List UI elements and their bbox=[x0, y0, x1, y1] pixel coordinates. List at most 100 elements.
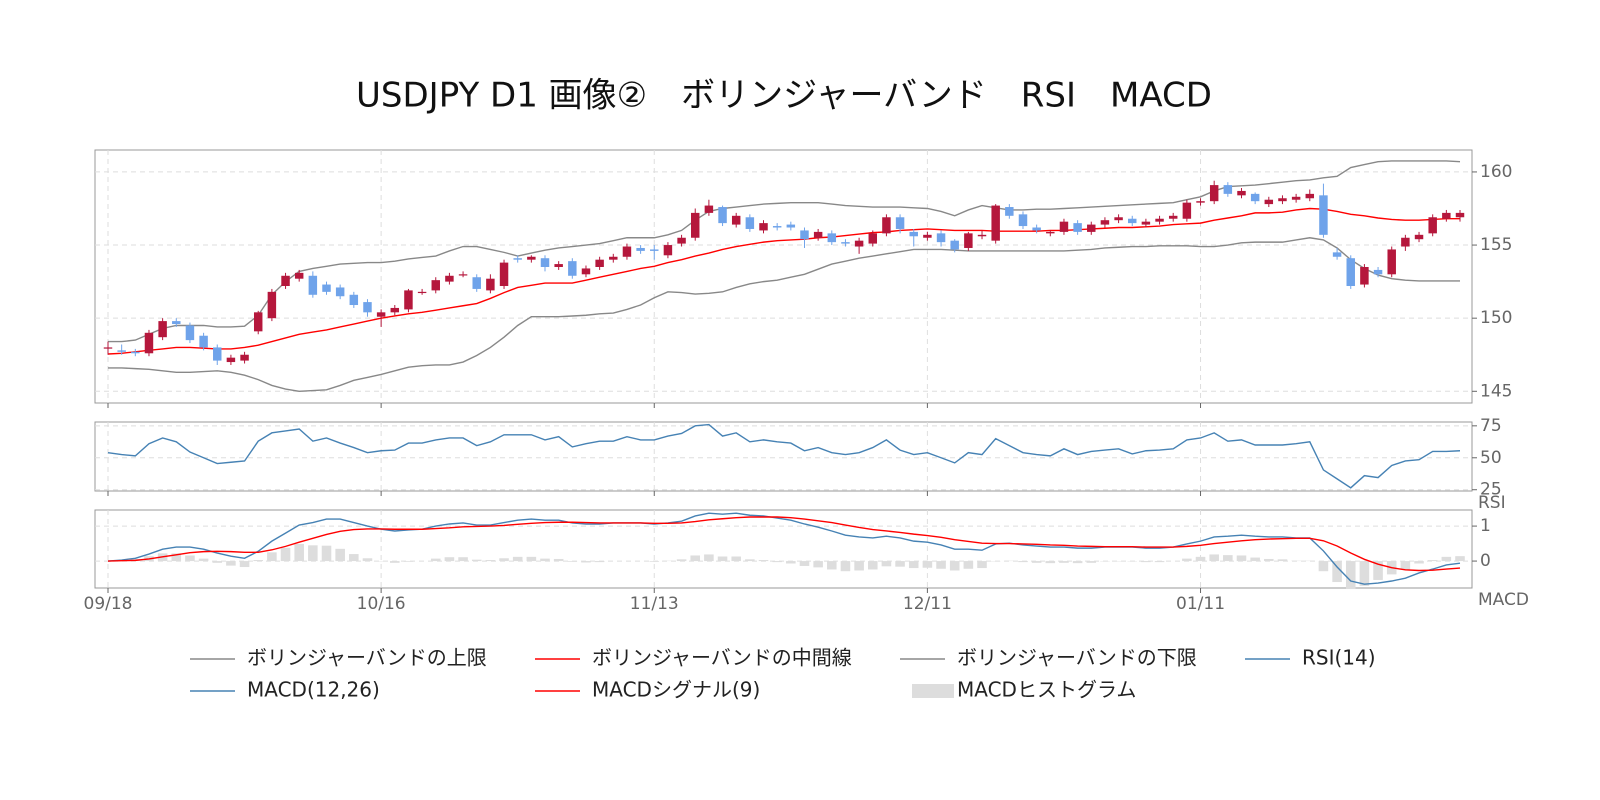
histogram-bar bbox=[731, 556, 741, 562]
candle-body bbox=[308, 275, 318, 295]
candle-body bbox=[417, 291, 427, 294]
candle-body bbox=[1387, 249, 1396, 275]
candle-body bbox=[103, 347, 113, 349]
histogram-bar bbox=[867, 561, 878, 570]
histogram-bar bbox=[1427, 560, 1438, 562]
histogram-bar bbox=[717, 556, 728, 562]
candle-body bbox=[499, 262, 509, 287]
y-tick-label: 160 bbox=[1480, 162, 1512, 182]
candle-body bbox=[527, 256, 536, 260]
candle-body bbox=[1414, 234, 1424, 240]
x-tick-label: 12/11 bbox=[903, 594, 952, 614]
candle-body bbox=[1291, 196, 1301, 200]
y-tick-label: 0 bbox=[1480, 551, 1491, 571]
candle-body bbox=[1264, 199, 1274, 205]
candle-body bbox=[868, 233, 878, 244]
histogram-bar bbox=[1018, 561, 1028, 563]
candle-body bbox=[1332, 252, 1342, 257]
candle-body bbox=[131, 351, 140, 354]
histogram-bar bbox=[1072, 561, 1083, 564]
x-tick-label: 11/13 bbox=[630, 594, 679, 614]
histogram-bar bbox=[485, 560, 496, 562]
histogram-bar bbox=[1154, 561, 1165, 563]
candle-body bbox=[267, 291, 277, 319]
candle-body bbox=[1442, 212, 1451, 219]
candle-body bbox=[349, 294, 359, 306]
candle-body bbox=[663, 245, 673, 256]
series-line bbox=[108, 160, 1461, 343]
candle-body bbox=[718, 207, 727, 224]
series-line bbox=[107, 207, 1460, 355]
histogram-bar bbox=[1195, 556, 1206, 562]
histogram-bar bbox=[267, 552, 277, 562]
candle-body bbox=[322, 284, 331, 292]
candle-body bbox=[445, 275, 454, 282]
histogram-bar bbox=[212, 561, 223, 563]
candle-body bbox=[827, 233, 837, 243]
histogram-bar bbox=[1373, 561, 1383, 580]
histogram-bar bbox=[881, 561, 892, 567]
histogram-bar bbox=[758, 560, 769, 562]
candle-body bbox=[472, 277, 481, 289]
histogram-bar bbox=[403, 561, 414, 562]
histogram-bar bbox=[1209, 554, 1219, 562]
candle-body bbox=[1250, 193, 1260, 202]
candle-body bbox=[1401, 237, 1410, 247]
candle-body bbox=[458, 274, 468, 276]
candle-body bbox=[335, 287, 345, 297]
candle-body bbox=[513, 258, 522, 260]
series-line bbox=[107, 423, 1461, 489]
histogram-bar bbox=[1400, 561, 1411, 570]
histogram-bar bbox=[936, 561, 946, 569]
series-line bbox=[108, 237, 1460, 393]
panel-label: MACD bbox=[1478, 590, 1529, 610]
panel-label: RSI bbox=[1478, 493, 1506, 513]
candle-body bbox=[1073, 223, 1082, 232]
histogram-bar bbox=[499, 558, 509, 562]
histogram-bar bbox=[253, 560, 264, 562]
histogram-bar bbox=[1414, 561, 1424, 564]
candle-body bbox=[786, 224, 796, 228]
candle-body bbox=[854, 240, 864, 247]
legend-label: ボリンジャーバンドの下限 bbox=[957, 646, 1197, 670]
histogram-bar bbox=[390, 561, 400, 563]
legend-label: MACDヒストグラム bbox=[957, 678, 1136, 702]
histogram-bar bbox=[1182, 558, 1192, 562]
histogram-bar bbox=[1223, 555, 1233, 562]
y-tick-label: 50 bbox=[1480, 448, 1502, 468]
histogram-bar bbox=[799, 561, 810, 566]
candle-body bbox=[1305, 193, 1315, 199]
candle-body bbox=[609, 256, 618, 260]
histogram-bar bbox=[1455, 556, 1465, 562]
legend-label: RSI(14) bbox=[1302, 646, 1376, 670]
histogram-bar bbox=[171, 553, 182, 562]
candle-body bbox=[977, 234, 987, 237]
candle-body bbox=[759, 223, 768, 231]
histogram-bar bbox=[594, 561, 605, 563]
histogram-bar bbox=[949, 561, 960, 571]
candle-body bbox=[1196, 201, 1205, 203]
histogram-bar bbox=[1345, 561, 1356, 590]
histogram-bar bbox=[690, 555, 701, 562]
histogram-bar bbox=[458, 557, 468, 562]
histogram-bar bbox=[553, 558, 564, 562]
candle-body bbox=[813, 231, 823, 238]
plot-frame bbox=[94, 149, 1473, 404]
candle-body bbox=[677, 237, 686, 244]
candle-body bbox=[923, 234, 932, 238]
histogram-bar bbox=[362, 558, 373, 562]
candle-body bbox=[390, 307, 400, 313]
histogram-bar bbox=[1250, 557, 1260, 562]
candle-body bbox=[1168, 215, 1178, 219]
candle-body bbox=[158, 321, 167, 338]
legend-label: MACD(12,26) bbox=[247, 678, 380, 702]
candle-body bbox=[1319, 195, 1328, 235]
legend-label: ボリンジャーバンドの上限 bbox=[247, 646, 487, 670]
candle-body bbox=[253, 312, 263, 332]
histogram-bar bbox=[922, 561, 933, 568]
candle-body bbox=[772, 226, 782, 228]
candle-body bbox=[213, 347, 222, 361]
candle-body bbox=[1005, 207, 1014, 216]
legend-label: ボリンジャーバンドの中間線 bbox=[592, 646, 852, 670]
